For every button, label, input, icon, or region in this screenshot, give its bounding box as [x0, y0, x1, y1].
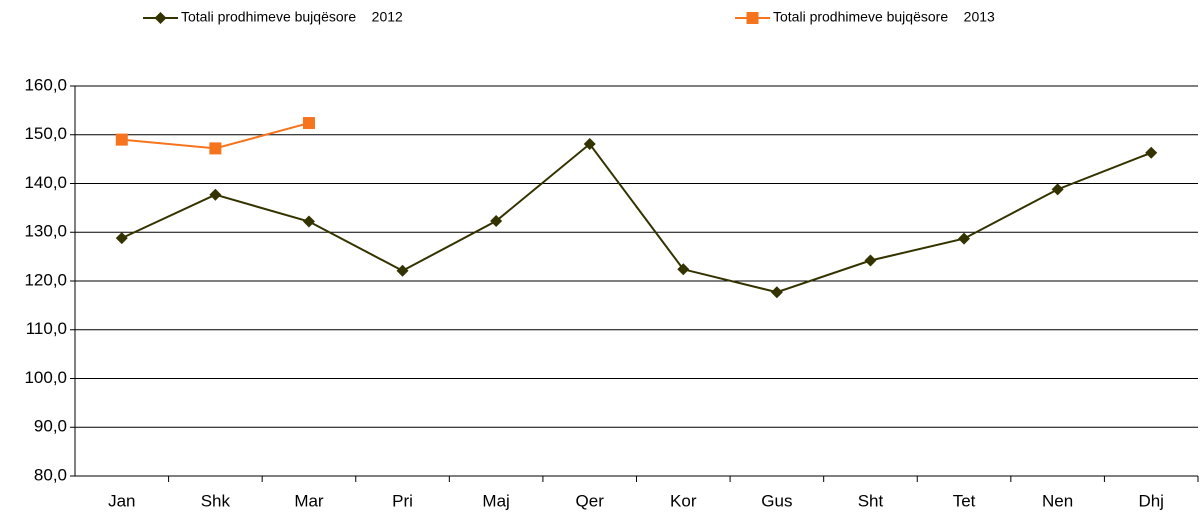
- legend-label: Totali prodhimeve bujqësore 2012: [181, 9, 403, 25]
- y-tick-label: 160,0: [24, 75, 67, 94]
- x-tick-label: Maj: [482, 491, 509, 510]
- data-point: [302, 215, 315, 228]
- y-tick-label: 150,0: [24, 124, 67, 143]
- x-tick-label: Pri: [392, 491, 413, 510]
- legend-marker: [154, 12, 167, 24]
- x-tick-label: Gus: [761, 491, 792, 510]
- data-point: [115, 133, 128, 146]
- data-point: [302, 117, 315, 130]
- data-point: [1145, 146, 1158, 159]
- legend-marker: [746, 12, 759, 24]
- x-tick-label: Sht: [858, 491, 884, 510]
- y-tick-label: 130,0: [24, 222, 67, 241]
- data-point: [864, 254, 877, 267]
- data-point: [1051, 183, 1064, 196]
- data-point: [958, 232, 971, 245]
- data-point: [583, 138, 596, 151]
- legend-label: Totali prodhimeve bujqësore 2013: [773, 9, 995, 25]
- series-line: [121, 142, 1152, 294]
- data-point: [209, 142, 222, 155]
- y-tick-label: 120,0: [24, 270, 67, 289]
- y-tick-label: 140,0: [24, 173, 67, 192]
- y-tick-label: 110,0: [26, 319, 67, 338]
- data-point: [770, 286, 783, 299]
- data-point: [490, 215, 503, 228]
- x-tick-label: Tet: [953, 491, 976, 510]
- y-tick-label: 90,0: [34, 417, 67, 436]
- x-tick-label: Qer: [576, 491, 605, 510]
- data-point: [209, 188, 222, 201]
- x-tick-label: Jan: [108, 491, 135, 510]
- x-tick-label: Kor: [670, 491, 697, 510]
- x-tick-label: Shk: [201, 491, 231, 510]
- x-tick-label: Dhj: [1138, 491, 1164, 510]
- data-point: [396, 264, 409, 277]
- y-tick-label: 80,0: [34, 465, 67, 484]
- data-point: [115, 232, 128, 245]
- x-tick-label: Mar: [294, 491, 324, 510]
- data-point: [677, 263, 690, 276]
- y-tick-label: 100,0: [24, 368, 67, 387]
- x-tick-label: Nen: [1042, 491, 1073, 510]
